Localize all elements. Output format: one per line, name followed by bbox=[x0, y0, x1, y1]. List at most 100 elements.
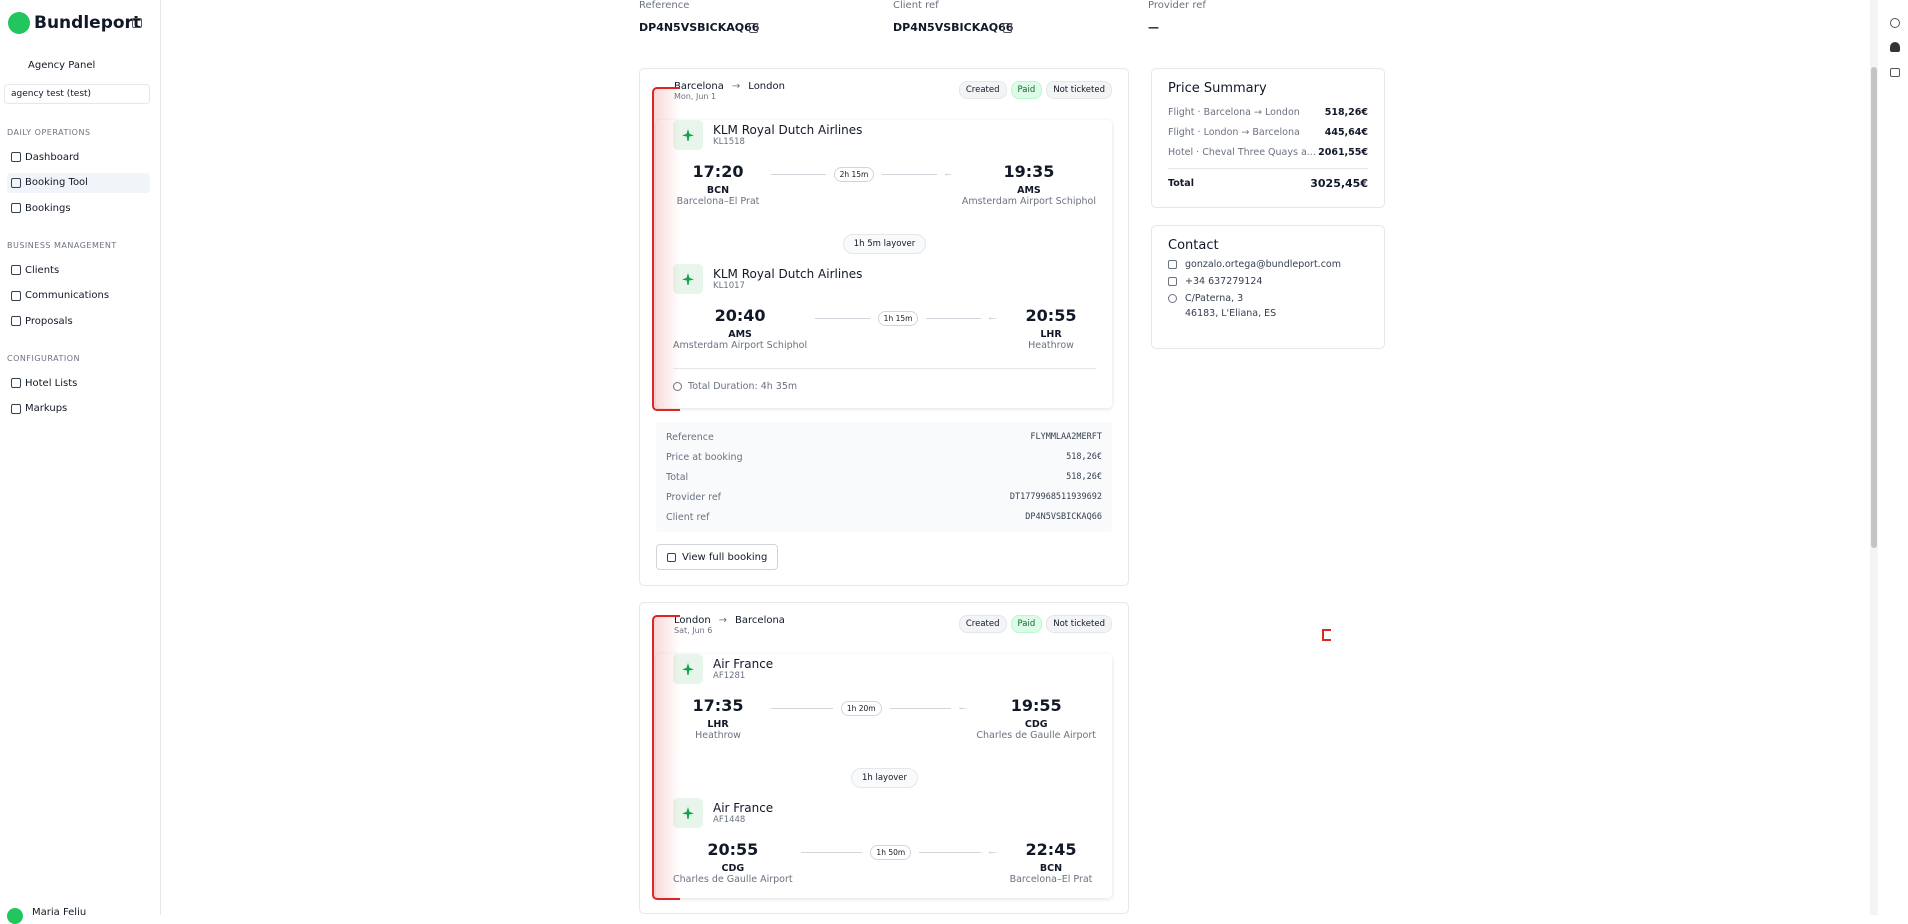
price-label: Hotel · Cheval Three Quays a... bbox=[1168, 146, 1316, 158]
booking-header: London → Barcelona Sat, Jun 6 Created Paid Not… bbox=[656, 615, 1112, 651]
logo bbox=[8, 12, 30, 34]
origin: London bbox=[674, 615, 711, 626]
external-icon bbox=[667, 552, 676, 562]
dep-code: AMS bbox=[728, 329, 752, 340]
line bbox=[889, 708, 952, 709]
dep-code: LHR bbox=[707, 719, 729, 730]
duration-line: 1h 15m bbox=[807, 311, 1006, 326]
price-title: Price Summary bbox=[1168, 81, 1267, 96]
status-badge: Not ticketed bbox=[1046, 615, 1112, 633]
detail-label: Provider ref bbox=[666, 491, 722, 503]
view-booking-button[interactable]: View full booking bbox=[656, 544, 779, 570]
destination: Barcelona bbox=[735, 615, 785, 626]
plane-mark bbox=[959, 707, 969, 710]
brand: Bundleport bbox=[8, 12, 141, 34]
button-label: View full booking bbox=[682, 551, 768, 563]
flight-number: AF1281 bbox=[713, 671, 746, 681]
price-value: 2061,55€ bbox=[1318, 146, 1368, 158]
departure: 17:35 LHR Heathrow bbox=[673, 696, 763, 741]
plane-icon bbox=[682, 273, 694, 285]
section-title: CONFIGURATION bbox=[7, 354, 80, 363]
arrow: → bbox=[731, 81, 741, 92]
detail-label: Price at booking bbox=[666, 451, 743, 463]
duration-line: 2h 15m bbox=[763, 167, 962, 182]
arr-time: 19:35 bbox=[1003, 162, 1055, 181]
arr-time: 22:45 bbox=[1025, 840, 1077, 859]
detail-row: Reference FLYMMLAA2MERFT bbox=[666, 427, 1102, 447]
plane-icon bbox=[682, 129, 694, 141]
nav-item[interactable]: Proposals bbox=[7, 311, 150, 331]
price-row: Flight · Barcelona → London 518,26€ bbox=[1168, 102, 1368, 122]
arr-time: 20:55 bbox=[1025, 306, 1077, 325]
nav-item[interactable]: Markups bbox=[7, 399, 150, 419]
airline-row: Air France AF1281 bbox=[673, 654, 1096, 684]
layover: 1h 5m layover bbox=[842, 234, 927, 254]
scroll-thumb[interactable] bbox=[1871, 67, 1877, 548]
detail-label: Total bbox=[666, 471, 689, 483]
detail-row: Provider ref DT1779968511939692 bbox=[666, 487, 1102, 507]
arrival: 22:45 BCN Barcelona–El Prat bbox=[1006, 840, 1096, 885]
email-icon bbox=[1168, 260, 1177, 269]
agency-select[interactable]: agency test (test) bbox=[4, 84, 150, 104]
details: Reference FLYMMLAA2MERFT Price at booking 5… bbox=[656, 422, 1112, 532]
duration: 1h 50m bbox=[870, 845, 912, 860]
nav-item[interactable]: Communications bbox=[7, 286, 150, 306]
nav-item[interactable]: Hotel Lists bbox=[7, 373, 150, 393]
flight-number: KL1017 bbox=[713, 281, 745, 291]
price-summary: Price Summary Flight · Barcelona → London… bbox=[1151, 68, 1385, 208]
copy-icon[interactable] bbox=[1003, 23, 1012, 33]
contact-title: Contact bbox=[1168, 238, 1219, 253]
airline-row: KLM Royal Dutch Airlines KL1518 bbox=[673, 120, 1096, 150]
dep-code: BCN bbox=[706, 185, 730, 196]
detail-row: Total 518,26€ bbox=[666, 467, 1102, 487]
field-label: Provider ref bbox=[1148, 0, 1206, 11]
phone-icon bbox=[1168, 277, 1177, 286]
collapse-icon[interactable] bbox=[132, 18, 142, 28]
line bbox=[800, 852, 863, 853]
field-value: — bbox=[1148, 21, 1159, 34]
nav-item[interactable]: Bookings bbox=[7, 198, 150, 218]
layover: 1h layover bbox=[850, 768, 919, 788]
bell-icon[interactable] bbox=[1890, 42, 1900, 52]
price-value: 445,64€ bbox=[1324, 126, 1368, 138]
message-icon[interactable] bbox=[1890, 68, 1900, 77]
airline-row: Air France AF1448 bbox=[673, 798, 1096, 828]
total-row: Total 3025,45€ bbox=[1168, 173, 1368, 193]
back-link[interactable]: Agency Panel bbox=[28, 60, 96, 71]
airline-name: KLM Royal Dutch Airlines bbox=[713, 267, 863, 281]
dep-time: 20:55 bbox=[707, 840, 759, 859]
arrival: 19:55 CDG Charles de Gaulle Airport bbox=[976, 696, 1096, 741]
nav-item[interactable]: Dashboard bbox=[7, 147, 150, 167]
total-label: Total bbox=[1168, 177, 1194, 189]
line bbox=[926, 318, 982, 319]
copy-icon[interactable] bbox=[749, 23, 758, 33]
airline-text: KLM Royal Dutch Airlines KL1518 bbox=[713, 123, 862, 147]
contact-card: Contact gonzalo.ortega@bundleport.com +34 … bbox=[1151, 225, 1385, 349]
detail-value: DP4N5VSBICKAQ66 bbox=[1025, 512, 1102, 522]
email: gonzalo.ortega@bundleport.com bbox=[1185, 259, 1341, 270]
detail-value: DT1779968511939692 bbox=[1009, 492, 1102, 502]
status-badge: Not ticketed bbox=[1046, 81, 1112, 99]
divider bbox=[1168, 168, 1368, 169]
dep-name: Heathrow bbox=[695, 730, 741, 741]
flight-number: AF1448 bbox=[713, 815, 746, 825]
duration-line: 1h 20m bbox=[763, 701, 976, 716]
duration-line: 1h 50m bbox=[793, 845, 1006, 860]
nav-item[interactable]: Booking Tool bbox=[7, 172, 150, 193]
field-label: Client ref bbox=[893, 0, 939, 11]
clock-icon bbox=[673, 381, 682, 391]
departure: 17:20 BCN Barcelona–El Prat bbox=[673, 162, 763, 207]
price-value: 518,26€ bbox=[1324, 106, 1368, 118]
address-icon bbox=[1168, 294, 1177, 303]
search-icon[interactable] bbox=[1890, 18, 1900, 28]
itinerary-panel: Air France AF1281 17:35 LHR Heathrow 1h 20m 19… bbox=[656, 654, 1112, 898]
airline-icon bbox=[673, 798, 703, 828]
airline-icon bbox=[673, 654, 703, 684]
times-row: 17:35 LHR Heathrow 1h 20m 19:55 CDG Charles de… bbox=[673, 696, 1096, 741]
nav-item[interactable]: Clients bbox=[7, 260, 150, 280]
status-badge: Created bbox=[958, 615, 1007, 633]
booking-header: Barcelona → London Mon, Jun 1 Created Paid Not… bbox=[656, 81, 1112, 117]
total-duration: Total Duration: 4h 35m bbox=[688, 380, 798, 392]
dep-code: CDG bbox=[721, 863, 745, 874]
